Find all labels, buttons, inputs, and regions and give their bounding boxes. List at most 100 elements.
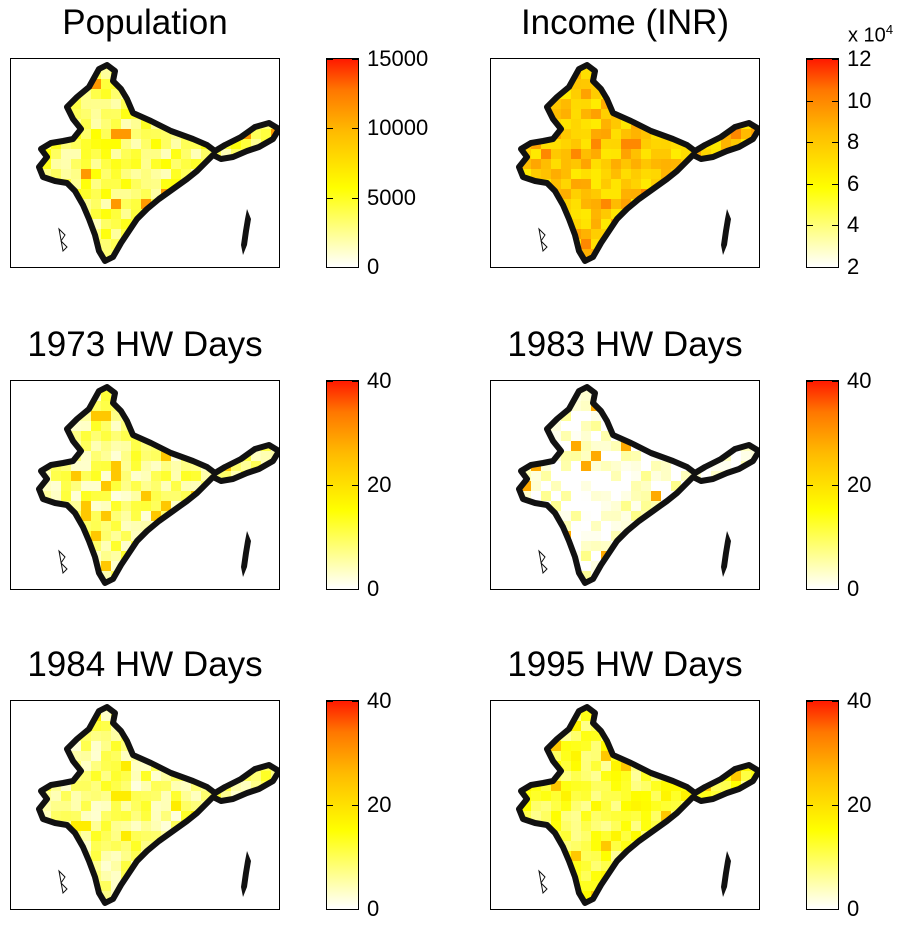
heatmap-cell [651, 441, 661, 451]
heatmap-cell [131, 791, 141, 801]
heatmap-cell [651, 721, 661, 731]
heatmap-cell [581, 249, 591, 259]
heatmap-cell [711, 801, 721, 811]
heatmap-cell [721, 707, 731, 711]
heatmap-cell [721, 189, 731, 199]
heatmap-cell [201, 179, 211, 189]
heatmap-cell [39, 79, 41, 89]
heatmap-cell [71, 811, 81, 821]
heatmap-cell [161, 471, 171, 481]
heatmap-cell [631, 65, 641, 69]
lakshadweep-islands [58, 227, 68, 253]
heatmap-cell [661, 711, 671, 721]
heatmap-cell [661, 721, 671, 731]
heatmap-cell [251, 561, 261, 571]
heatmap-cell [641, 139, 651, 149]
heatmap-cell [721, 781, 731, 791]
heatmap-cell [271, 99, 279, 109]
heatmap-cell [231, 741, 241, 751]
heatmap-cell [81, 841, 91, 851]
heatmap-cell [81, 119, 91, 129]
heatmap-cell [681, 891, 691, 901]
heatmap-cell [541, 901, 551, 903]
heatmap-cell [501, 189, 511, 199]
heatmap-cell [641, 711, 651, 721]
heatmap-cell [81, 109, 91, 119]
heatmap-cell [651, 741, 661, 751]
heatmap-cell [521, 391, 531, 401]
heatmap-cell [111, 881, 121, 891]
heatmap-cell [231, 491, 241, 501]
heatmap-cell [491, 79, 501, 89]
heatmap-cell [181, 119, 191, 129]
heatmap-cell [731, 851, 741, 861]
colorbar-tick-label: 8 [847, 129, 860, 155]
heatmap-cell [501, 259, 511, 267]
heatmap-cell [151, 387, 161, 391]
heatmap-cell [531, 761, 541, 771]
heatmap-cell [221, 387, 231, 391]
heatmap-cell [211, 451, 221, 461]
heatmap-cell [271, 721, 279, 731]
heatmap-cell [241, 259, 251, 261]
heatmap-cell [221, 851, 231, 861]
heatmap-cell [81, 781, 91, 791]
heatmap-cell [251, 731, 261, 741]
heatmap-cell [561, 771, 571, 781]
heatmap-cell [661, 581, 671, 583]
heatmap-cell [551, 551, 561, 561]
heatmap-cell [491, 841, 501, 851]
heatmap-cell [741, 229, 751, 239]
heatmap-cell [271, 861, 279, 871]
heatmap-cell [71, 801, 81, 811]
heatmap-cell [561, 761, 571, 771]
heatmap-cell [181, 259, 191, 261]
heatmap-cell [671, 707, 681, 711]
colorbar-tick-mark [832, 701, 838, 702]
heatmap-cell [691, 871, 701, 881]
heatmap-cell [671, 481, 681, 491]
heatmap-cell [61, 551, 71, 561]
heatmap-cell [651, 707, 661, 711]
colorbar-tick-mark [832, 183, 838, 185]
heatmap-cell [621, 189, 631, 199]
heatmap-cell [611, 79, 621, 89]
heatmap-cell [39, 129, 41, 139]
heatmap-cell [731, 69, 741, 79]
heatmap-cell [141, 771, 151, 781]
heatmap-cell [551, 421, 561, 431]
heatmap-cell [561, 239, 571, 249]
heatmap-cell [201, 431, 211, 441]
heatmap-cell [571, 511, 581, 521]
heatmap-cell [531, 239, 541, 249]
heatmap-cell [651, 801, 661, 811]
heatmap-cell [61, 861, 71, 871]
heatmap-cell [151, 791, 161, 801]
heatmap-cell [161, 741, 171, 751]
heatmap-cell [519, 841, 521, 851]
heatmap-cell [501, 801, 511, 811]
heatmap-cell [41, 79, 51, 89]
heatmap-cell [21, 721, 31, 731]
heatmap-cell [251, 581, 261, 583]
heatmap-cell [501, 501, 511, 511]
heatmap-cell [131, 239, 141, 249]
heatmap-cell [671, 711, 681, 721]
heatmap-cell [711, 109, 721, 119]
heatmap-cell [521, 441, 531, 451]
heatmap-cell [551, 179, 561, 189]
heatmap-cell [711, 169, 721, 179]
heatmap-cell [231, 551, 241, 561]
colorbar-tick-mark [832, 381, 838, 382]
heatmap-cell [541, 79, 551, 89]
heatmap-cell [81, 139, 91, 149]
heatmap-cell [201, 451, 211, 461]
heatmap-cell [571, 189, 581, 199]
heatmap-cell [631, 881, 641, 891]
heatmap-cell [61, 851, 71, 861]
heatmap-cell [531, 189, 541, 199]
heatmap-cell [231, 401, 241, 411]
heatmap-cell [711, 707, 721, 711]
heatmap-cell [181, 791, 191, 801]
heatmap-cell [561, 741, 571, 751]
